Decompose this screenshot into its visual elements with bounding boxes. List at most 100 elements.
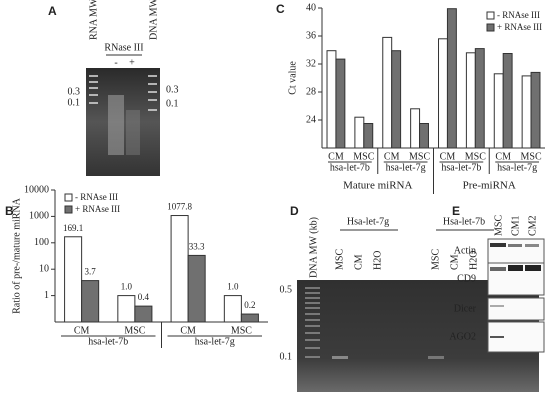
band — [508, 244, 522, 247]
row-label: CD9 — [457, 273, 476, 284]
blot-image — [487, 238, 545, 264]
panel-label: B — [5, 204, 14, 218]
lane-label: + — [129, 57, 135, 68]
legend-label: - RNAse III — [75, 192, 118, 202]
x-tick-label: CM — [440, 151, 456, 162]
value-label: 3.7 — [85, 267, 97, 277]
value-label: 0.2 — [244, 300, 255, 310]
bar — [187, 254, 206, 323]
bar — [474, 48, 485, 149]
row-label: AGO2 — [449, 331, 476, 342]
x-tick-label: CM — [495, 151, 511, 162]
lane-label: - — [114, 57, 117, 68]
lane-label: H2O — [468, 251, 479, 270]
legend-swatch — [486, 23, 495, 32]
target-label: Hsa-let-7b — [443, 216, 485, 227]
row-label: Dicer — [454, 303, 477, 314]
bar — [170, 215, 189, 323]
bar — [446, 8, 457, 149]
ladder-bands — [89, 75, 157, 111]
y-tick-label: 100 — [34, 237, 49, 248]
band — [525, 244, 539, 247]
rna-smear — [108, 95, 124, 155]
marker-label: 0.5 — [280, 284, 293, 295]
bar — [419, 123, 429, 149]
rna-smear — [126, 110, 140, 155]
band — [490, 305, 504, 307]
lane-label: DNA MW (kb) — [148, 0, 159, 40]
lane-label: CM2 — [527, 215, 538, 236]
group-label: hsa-let-7b — [441, 162, 481, 173]
bar — [493, 73, 504, 149]
lane-label: DNA MW (kb) — [308, 217, 319, 278]
x-tick-label: MSC — [353, 151, 374, 162]
bar — [240, 313, 259, 323]
band — [490, 267, 506, 271]
bar — [363, 123, 374, 149]
panel-label: C — [276, 2, 285, 16]
band — [428, 356, 444, 359]
value-label: 169.1 — [63, 223, 83, 233]
value-label: 1077.8 — [167, 202, 192, 212]
bar — [391, 50, 402, 149]
x-tick-label: MSC — [231, 325, 252, 336]
y-tick-label: 24 — [306, 114, 316, 125]
marker-label: 0.3 — [166, 84, 179, 95]
x-tick-label: MSC — [409, 151, 430, 162]
legend-label: - RNAse III — [497, 10, 540, 20]
ladder-bands — [305, 287, 320, 358]
y-tick-label: 32 — [306, 58, 316, 69]
value-label: 1.0 — [121, 282, 133, 292]
y-tick-label: 10 — [39, 263, 49, 274]
lane-label: H2O — [372, 251, 383, 270]
x-tick-label: MSC — [124, 325, 145, 336]
legend-swatch — [486, 11, 495, 20]
bar — [382, 36, 393, 149]
y-tick-label: 40 — [306, 2, 316, 13]
panel-label: E — [452, 204, 460, 218]
bar — [335, 58, 346, 149]
panel-label: A — [48, 4, 57, 18]
row-label: Actin — [454, 245, 476, 256]
y-tick-label: 36 — [306, 30, 316, 41]
x-tick-label: CM — [180, 325, 196, 336]
marker-label: 0.3 — [68, 86, 81, 97]
y-axis-label: Ratio of pre-/mature miRNA — [11, 197, 22, 314]
bar — [438, 38, 448, 149]
bar — [134, 305, 153, 323]
supergroup-label: Pre-miRNA — [463, 180, 516, 192]
bar — [64, 236, 83, 323]
value-label: 0.4 — [138, 292, 150, 302]
y-tick-label: 28 — [306, 86, 316, 97]
marker-label: 0.1 — [166, 98, 179, 109]
bar — [502, 53, 513, 149]
group-label: hsa-let-7b — [88, 336, 128, 347]
lane-label: CM — [353, 254, 364, 270]
y-tick-label: 10000 — [24, 184, 49, 195]
bar — [530, 71, 541, 149]
y-tick-label: 1 — [44, 290, 49, 301]
x-tick-label: CM — [328, 151, 344, 162]
bar — [117, 295, 136, 323]
value-label: 1.0 — [227, 282, 239, 292]
band — [508, 265, 523, 271]
marker-label: 0.1 — [280, 351, 293, 362]
bar — [521, 75, 532, 149]
y-axis-label: Ct value — [287, 61, 298, 95]
y-tick-label: 1000 — [29, 211, 49, 222]
group-label: hsa-let-7g — [497, 162, 537, 173]
bar — [465, 52, 476, 149]
band — [525, 265, 541, 271]
legend-label: + RNAse III — [497, 22, 542, 32]
legend-label: + RNAse III — [75, 204, 120, 214]
band — [332, 356, 348, 359]
lane-label: CM1 — [510, 215, 521, 236]
bar — [354, 116, 365, 149]
bar — [326, 50, 337, 149]
legend-swatch — [64, 193, 73, 202]
x-tick-label: CM — [384, 151, 400, 162]
x-tick-label: CM — [74, 325, 90, 336]
lane-label: MSC — [493, 215, 504, 236]
x-tick-label: MSC — [521, 151, 542, 162]
group-label: hsa-let-7g — [386, 162, 426, 173]
